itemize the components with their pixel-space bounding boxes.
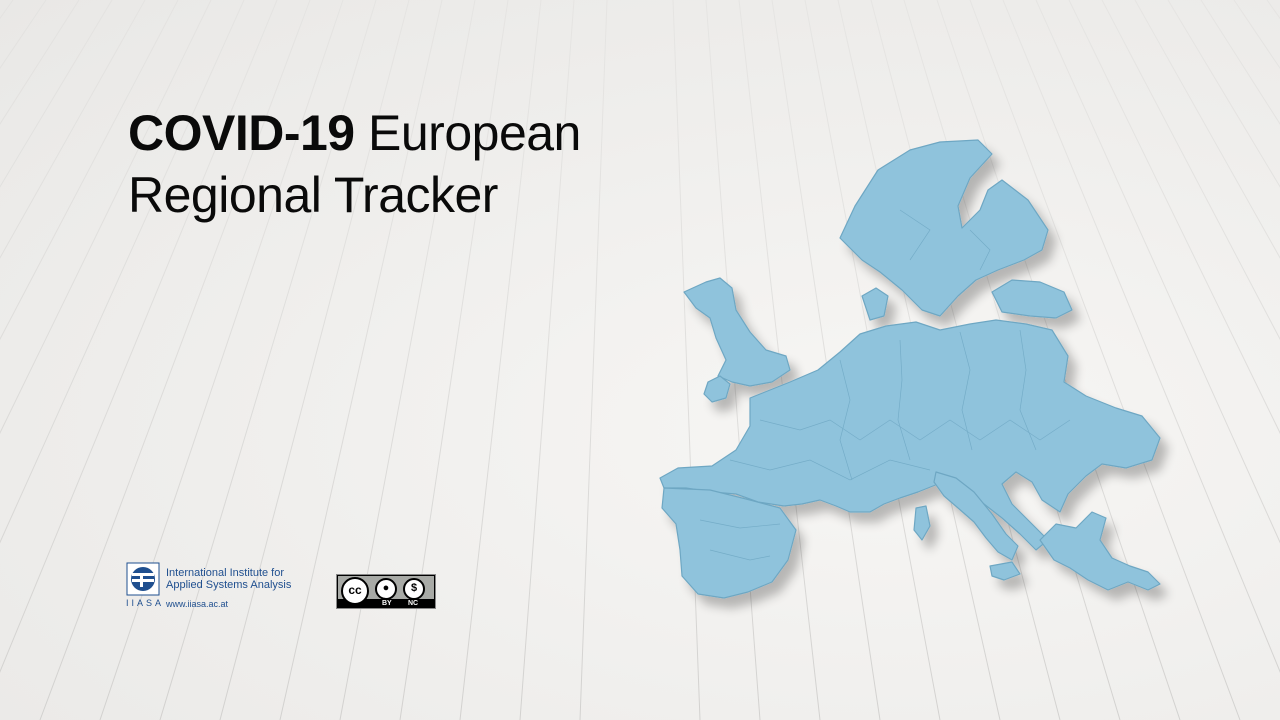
great-britain-shape [683, 277, 791, 387]
iiasa-logo: International Institute for Applied Syst… [126, 562, 306, 612]
continental-europe-shape [659, 319, 1161, 551]
iiasa-name: International Institute for Applied Syst… [166, 567, 316, 591]
europe-regions-map-icon [659, 139, 1161, 599]
title-rest: European [354, 105, 581, 161]
cc-by-nc-badge: cc ● $ BY NC [336, 574, 436, 609]
page-title: COVID-19 European Regional Tracker [128, 102, 728, 226]
title-line-2: Regional Tracker [128, 167, 498, 223]
title-bold: COVID-19 [128, 105, 355, 161]
non-commercial-dollar-icon: $ [403, 578, 425, 600]
iiasa-name-line-2: Applied Systems Analysis [166, 579, 292, 591]
iberia-shape [661, 487, 797, 599]
iiasa-name-line-1: International Institute for [166, 567, 285, 579]
iiasa-url: www.iiasa.ac.at [166, 599, 229, 609]
cc-nc-label: NC [408, 600, 419, 607]
sicily-shape [989, 561, 1021, 581]
greece-shape [1039, 511, 1161, 591]
iiasa-emblem-icon [126, 562, 160, 596]
ireland-shape [703, 375, 731, 403]
scandinavia-shape [839, 139, 1049, 317]
italy-shape [933, 471, 1019, 561]
denmark-shape [861, 287, 889, 321]
attribution-person-icon: ● [375, 578, 397, 600]
baltics-shape [991, 279, 1073, 319]
sardinia-shape [913, 505, 931, 541]
cc-icon: cc [341, 577, 369, 605]
iiasa-acronym: IIASA [126, 598, 165, 608]
cc-by-label: BY [382, 600, 392, 607]
